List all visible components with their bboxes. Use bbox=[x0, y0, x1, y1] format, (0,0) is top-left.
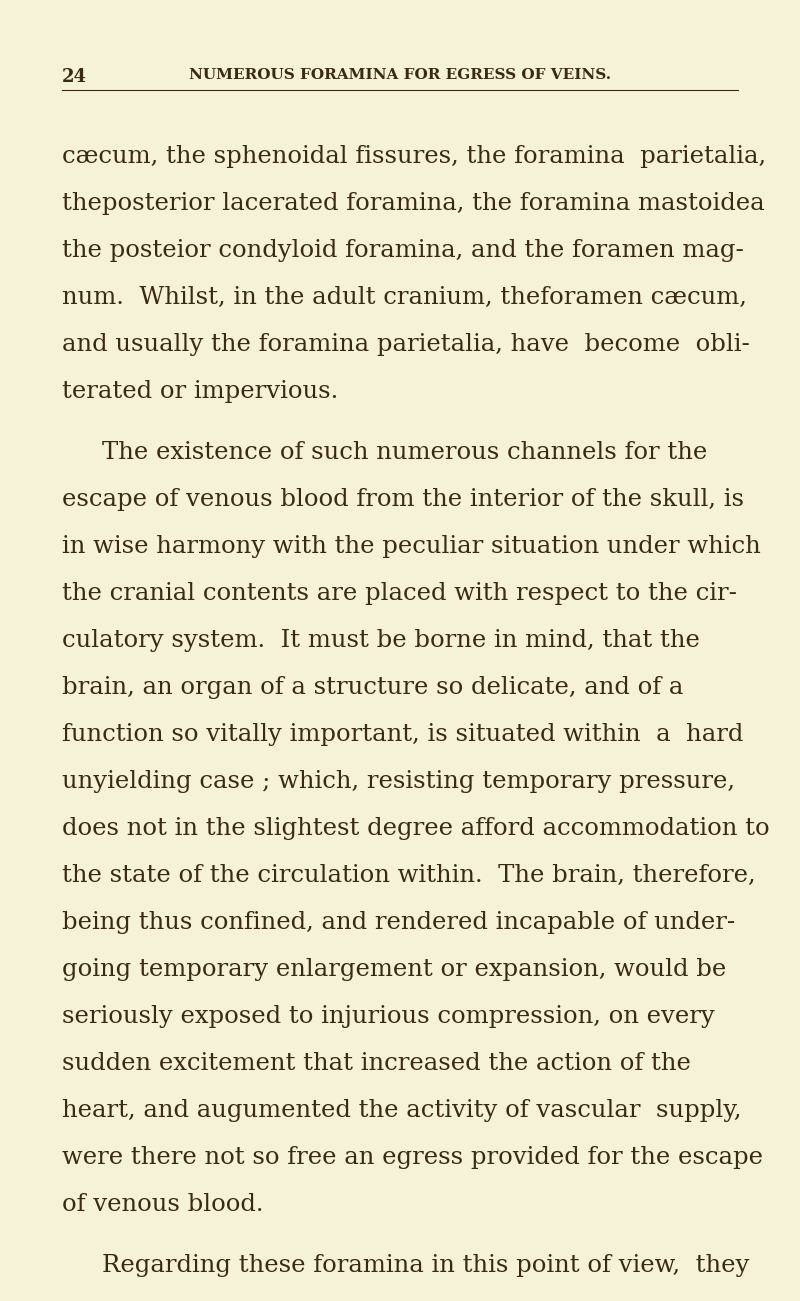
Text: NUMEROUS FORAMINA FOR EGRESS OF VEINS.: NUMEROUS FORAMINA FOR EGRESS OF VEINS. bbox=[189, 68, 611, 82]
Text: the state of the circulation within.  The brain, therefore,: the state of the circulation within. The… bbox=[62, 864, 756, 887]
Text: being thus confined, and rendered incapable of under-: being thus confined, and rendered incapa… bbox=[62, 911, 735, 934]
Text: seriously exposed to injurious compression, on every: seriously exposed to injurious compressi… bbox=[62, 1006, 714, 1028]
Text: Regarding these foramina in this point of view,  they: Regarding these foramina in this point o… bbox=[102, 1254, 750, 1278]
Text: the cranial contents are placed with respect to the cir-: the cranial contents are placed with res… bbox=[62, 582, 737, 605]
Text: terated or impervious.: terated or impervious. bbox=[62, 380, 338, 403]
Text: sudden excitement that increased the action of the: sudden excitement that increased the act… bbox=[62, 1053, 691, 1075]
Text: The existence of such numerous channels for the: The existence of such numerous channels … bbox=[102, 441, 707, 464]
Text: of venous blood.: of venous blood. bbox=[62, 1193, 263, 1216]
Text: in wise harmony with the peculiar situation under which: in wise harmony with the peculiar situat… bbox=[62, 535, 761, 558]
Text: unyielding case ; which, resisting temporary pressure,: unyielding case ; which, resisting tempo… bbox=[62, 770, 735, 794]
Text: theposterior lacerated foramina, the foramina mastoidea: theposterior lacerated foramina, the for… bbox=[62, 193, 765, 215]
Text: the posteior condyloid foramina, and the foramen mag-: the posteior condyloid foramina, and the… bbox=[62, 239, 744, 262]
Text: 24: 24 bbox=[62, 68, 87, 86]
Text: function so vitally important, is situated within  a  hard: function so vitally important, is situat… bbox=[62, 723, 743, 745]
Text: were there not so free an egress provided for the escape: were there not so free an egress provide… bbox=[62, 1146, 763, 1170]
Text: culatory system.  It must be borne in mind, that the: culatory system. It must be borne in min… bbox=[62, 630, 700, 652]
Text: escape of venous blood from the interior of the skull, is: escape of venous blood from the interior… bbox=[62, 488, 744, 511]
Text: does not in the slightest degree afford accommodation to: does not in the slightest degree afford … bbox=[62, 817, 770, 840]
Text: num.  Whilst, in the adult cranium, theforamen cæcum,: num. Whilst, in the adult cranium, thefo… bbox=[62, 286, 747, 310]
Text: brain, an organ of a structure so delicate, and of a: brain, an organ of a structure so delica… bbox=[62, 677, 683, 699]
Text: going temporary enlargement or expansion, would be: going temporary enlargement or expansion… bbox=[62, 958, 726, 981]
Text: and usually the foramina parietalia, have  become  obli-: and usually the foramina parietalia, hav… bbox=[62, 333, 750, 356]
Text: cæcum, the sphenoidal fissures, the foramina  parietalia,: cæcum, the sphenoidal fissures, the fora… bbox=[62, 144, 766, 168]
Text: heart, and augumented the activity of vascular  supply,: heart, and augumented the activity of va… bbox=[62, 1099, 742, 1121]
